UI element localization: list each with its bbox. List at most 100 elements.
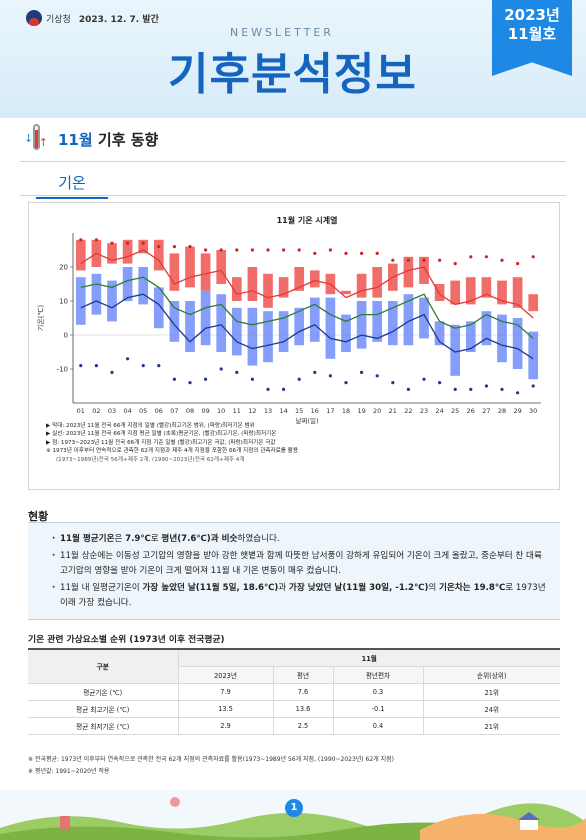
col-header: 2023년 bbox=[177, 666, 273, 684]
status-item: 11월 내 일평균기온이 가장 높았던 날(11월 5일, 18.6℃)과 가장… bbox=[52, 581, 548, 611]
max-temp-range-bar bbox=[231, 277, 242, 301]
max-temp-range-bar bbox=[372, 267, 383, 298]
status-text: 로 1973년 이래 가장 컸습니다. bbox=[60, 583, 546, 608]
min-extreme-point bbox=[500, 387, 504, 391]
min-temp-range-bar bbox=[107, 280, 117, 322]
max-extreme-point bbox=[204, 248, 208, 252]
table-cell: 21위 bbox=[422, 717, 560, 735]
section-title-text: 기후 동향 bbox=[97, 130, 159, 149]
section-divider bbox=[20, 161, 566, 162]
max-extreme-point bbox=[219, 248, 223, 252]
status-item: 11월 상순에는 이동성 고기압의 영향을 받아 강한 햇볕과 함께 따뜻한 남… bbox=[52, 549, 548, 579]
min-temp-range-bar bbox=[528, 331, 539, 380]
max-extreme-point bbox=[157, 245, 161, 249]
min-extreme-point bbox=[110, 370, 114, 374]
min-extreme-point bbox=[297, 377, 301, 381]
col-group-header: 구분 bbox=[28, 648, 178, 684]
row-label: 평균 최저기온 (℃) bbox=[28, 717, 178, 735]
x-tick-label: 18 bbox=[342, 407, 350, 415]
table-cell: 2.9 bbox=[177, 717, 273, 735]
min-extreme-point bbox=[313, 370, 317, 374]
max-temp-range-bar bbox=[278, 277, 289, 298]
chart-note: ▶ 점: 1973~2023년 11월 전국 66개 지점 기준 일별 (빨강)… bbox=[46, 439, 276, 446]
max-temp-range-bar bbox=[169, 253, 180, 291]
min-extreme-point bbox=[204, 377, 208, 381]
min-temp-range-bar bbox=[294, 307, 305, 346]
org-name: 기상청 bbox=[46, 14, 71, 25]
chart-note: ▶ 막대: 2023년 11월 전국 66개 지점의 일별 (빨강)최고기온 범… bbox=[46, 423, 255, 429]
x-tick-label: 15 bbox=[295, 407, 303, 415]
min-temp-range-bar bbox=[75, 277, 86, 325]
tab-divider bbox=[20, 195, 566, 196]
status-text: 하였습니다. bbox=[237, 534, 280, 544]
max-extreme-point bbox=[531, 255, 535, 259]
max-extreme-point bbox=[94, 238, 98, 242]
min-extreme-point bbox=[172, 377, 176, 381]
status-title: 현황 bbox=[28, 510, 49, 523]
max-extreme-point bbox=[110, 241, 114, 245]
min-extreme-point bbox=[126, 357, 130, 361]
mean-max-temp-line bbox=[80, 249, 534, 319]
table-cell: 2.5 bbox=[272, 717, 333, 735]
table-cell: 7.6 bbox=[272, 683, 333, 701]
min-temp-range-bar bbox=[497, 314, 507, 363]
col-header: 평년 bbox=[272, 666, 333, 684]
min-temp-range-bar bbox=[185, 301, 195, 352]
newsletter-label: NEWSLETTER bbox=[230, 26, 334, 39]
chart-note: ※ 1973년 이후부터 연속적으로 관측한 62개 지점과 제주 4개 지점을… bbox=[46, 448, 299, 455]
max-temp-range-bar bbox=[403, 256, 414, 288]
status-bold: 11월 평균기온 bbox=[60, 534, 115, 544]
x-tick-label: 02 bbox=[92, 407, 100, 415]
max-extreme-point bbox=[453, 262, 457, 266]
min-extreme-point bbox=[141, 364, 145, 368]
x-axis-label: 날짜(일) bbox=[295, 416, 318, 425]
max-extreme-point bbox=[344, 251, 348, 255]
max-extreme-point bbox=[391, 258, 395, 262]
min-temp-range-bar bbox=[434, 321, 445, 346]
max-temp-range-bar bbox=[341, 290, 351, 295]
max-extreme-point bbox=[313, 251, 317, 255]
min-extreme-point bbox=[188, 381, 192, 385]
table-row: 평균 최저기온 (℃) 2.9 2.5 0.4 21위 bbox=[28, 717, 560, 735]
min-temp-range-bar bbox=[372, 301, 383, 342]
max-extreme-point bbox=[469, 255, 473, 259]
x-tick-label: 21 bbox=[389, 407, 397, 415]
x-tick-label: 01 bbox=[77, 407, 85, 415]
min-extreme-point bbox=[266, 387, 270, 391]
x-tick-label: 04 bbox=[123, 407, 131, 415]
chart-notes: ▶ 막대: 2023년 11월 전국 66개 지점의 일별 (빨강)최고기온 범… bbox=[46, 422, 526, 464]
table-row: 평균기온 (℃) 7.9 7.6 0.3 21위 bbox=[28, 683, 560, 701]
month-header: 11월 bbox=[177, 648, 560, 667]
max-temp-range-bar bbox=[200, 253, 211, 291]
status-text: 로 bbox=[150, 534, 162, 544]
min-extreme-point bbox=[391, 381, 395, 385]
section-title: 11월 기후 동향 bbox=[58, 129, 158, 150]
min-temp-range-bar bbox=[169, 301, 180, 342]
table-subheader-row: 2023년 평년 평년편차 순위(상위) bbox=[28, 666, 560, 684]
tab-temperature[interactable]: 기온 bbox=[36, 172, 108, 199]
x-tick-label: 03 bbox=[108, 407, 116, 415]
min-extreme-point bbox=[360, 370, 364, 374]
min-extreme-point bbox=[219, 367, 223, 371]
min-extreme-point bbox=[531, 384, 535, 388]
table-cell: 13.6 bbox=[272, 700, 333, 718]
issue-badge: 2023년 11월호 bbox=[492, 0, 572, 76]
chart-note: (1973~1989년)전국 56개+제주 2개, (1990~2023년)전국… bbox=[56, 456, 245, 463]
max-temp-range-bar bbox=[512, 277, 523, 308]
section-heading: ↓ ↑ 11월 기후 동향 bbox=[24, 122, 158, 156]
min-temp-range-bar bbox=[419, 297, 429, 339]
row-label: 평균기온 (℃) bbox=[28, 683, 178, 701]
section-title-month: 11월 bbox=[58, 130, 93, 149]
footnote: ※ 평년값: 1991~2020년 적용 bbox=[28, 768, 110, 775]
min-extreme-point bbox=[94, 364, 98, 368]
min-extreme-point bbox=[344, 381, 348, 385]
min-extreme-point bbox=[375, 374, 379, 378]
min-extreme-point bbox=[250, 377, 254, 381]
x-tick-label: 25 bbox=[451, 407, 459, 415]
y-tick-label: -10 bbox=[57, 366, 68, 374]
min-temp-range-bar bbox=[278, 311, 289, 352]
max-extreme-point bbox=[172, 245, 176, 249]
min-temp-range-bar bbox=[263, 311, 273, 363]
status-text: 과 bbox=[278, 583, 289, 593]
status-bold: 가장 낮았던 날(11월 30일, -1.2℃) bbox=[288, 583, 429, 593]
